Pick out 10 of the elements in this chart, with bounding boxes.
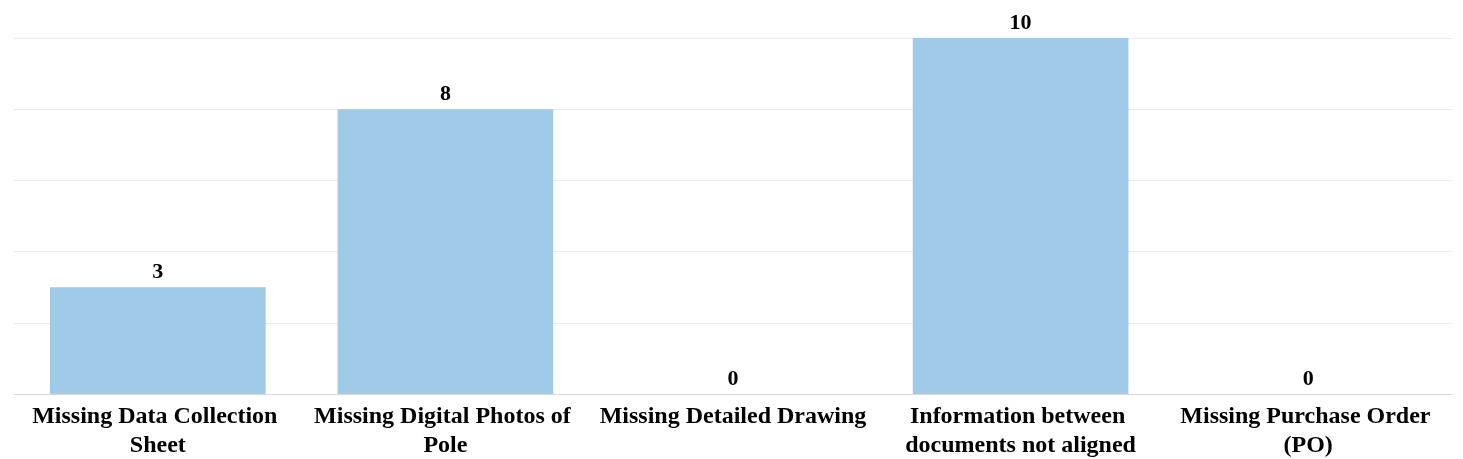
x-tick-label: Missing Data Collection Sheet bbox=[32, 401, 284, 457]
data-label: 0 bbox=[1302, 364, 1314, 390]
data-label: 10 bbox=[1009, 8, 1032, 34]
data-label: 8 bbox=[439, 79, 451, 105]
data-label: 0 bbox=[727, 364, 739, 390]
x-tick-label: Missing Digital Photos of Pole bbox=[314, 401, 577, 457]
x-tick-label: Information between documents not aligned bbox=[905, 401, 1137, 457]
x-tick-label: Missing Detailed Drawing bbox=[599, 401, 867, 428]
x-tick-label: Missing Purchase Order (PO) bbox=[1180, 401, 1437, 457]
data-label: 3 bbox=[152, 257, 164, 283]
